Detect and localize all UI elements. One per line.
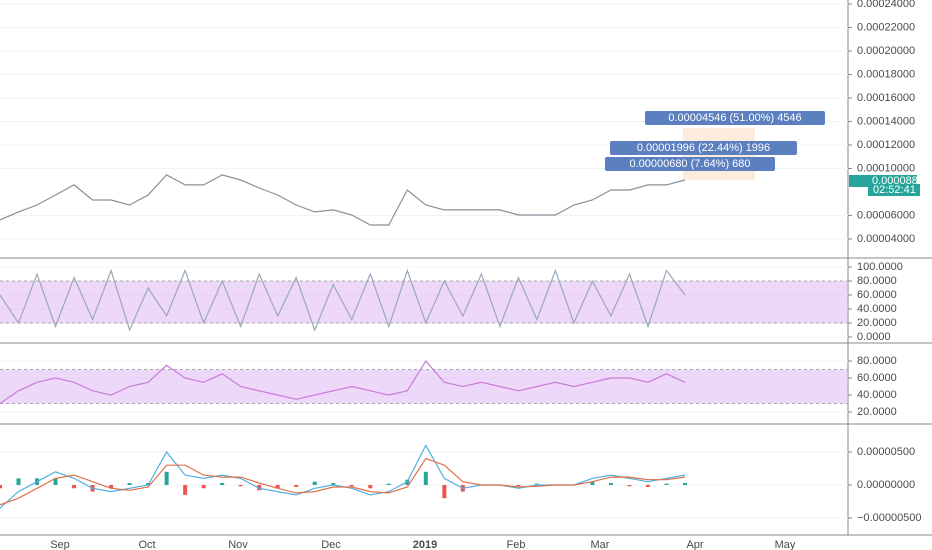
countdown-box	[868, 184, 920, 196]
histogram-bar	[368, 484, 373, 489]
histogram-bar	[183, 484, 188, 495]
x-tick-label: Apr	[686, 539, 703, 550]
measure-label-box	[610, 141, 797, 155]
histogram-bar	[349, 484, 354, 487]
y-tick-label: 0.00010000	[857, 162, 915, 174]
y-tick-label: 20.0000	[857, 317, 897, 329]
y-tick-label: 0.00016000	[857, 92, 915, 104]
measure-label: 0.00004546 (51.00%) 4546	[668, 112, 801, 124]
y-tick-label: 20.0000	[857, 406, 897, 418]
histogram-bar	[386, 483, 391, 485]
y-tick-label: 0.00020000	[857, 45, 915, 57]
current-price: 0.00008896	[872, 175, 930, 187]
series-line	[0, 359, 686, 404]
y-tick-label: 0.00018000	[857, 68, 915, 80]
histogram-bar	[627, 484, 632, 487]
x-tick-label: Nov	[228, 539, 248, 550]
histogram-bar	[294, 484, 299, 487]
y-tick-label: −0.00000500	[857, 512, 922, 524]
histogram-bar	[664, 483, 669, 485]
x-tick-label: May	[775, 539, 796, 550]
y-tick-label: 0.00024000	[857, 0, 915, 10]
histogram-bar	[312, 481, 317, 485]
histogram-bar	[127, 482, 132, 485]
histogram-bar	[164, 471, 169, 485]
y-tick-label: 0.00014000	[857, 115, 915, 127]
x-tick-label: Feb	[507, 539, 526, 550]
histogram-bar	[16, 478, 21, 485]
y-tick-label: 40.0000	[857, 389, 897, 401]
y-tick-label: 0.00004000	[857, 233, 915, 245]
y-tick-label: 0.00022000	[857, 21, 915, 33]
band	[0, 369, 848, 404]
histogram-bar	[53, 478, 58, 485]
y-tick-label: 0.00000500	[857, 446, 915, 458]
histogram-bar	[608, 482, 613, 485]
x-tick-label: Sep	[50, 539, 70, 550]
y-tick-label: 80.0000	[857, 355, 897, 367]
histogram-bar	[238, 484, 243, 487]
x-tick-label: Oct	[138, 539, 155, 550]
x-tick-label: 2019	[413, 539, 437, 550]
histogram-bar	[534, 483, 539, 485]
y-tick-label: 60.0000	[857, 289, 897, 301]
y-tick-label: 100.0000	[857, 261, 903, 273]
histogram-bar	[516, 484, 521, 487]
y-tick-label: 0.00000000	[857, 479, 915, 491]
x-tick-label: Dec	[321, 539, 341, 550]
histogram-bar	[0, 484, 2, 489]
series-line	[0, 174, 686, 226]
histogram-bar	[645, 484, 650, 487]
y-tick-label: 0.0000	[857, 331, 891, 343]
series-line	[0, 457, 686, 506]
measure-label-box	[645, 111, 825, 125]
measure-label-box	[605, 157, 775, 171]
histogram-bar	[275, 484, 280, 489]
histogram-bar	[331, 482, 336, 485]
histogram-bar	[423, 471, 428, 485]
y-tick-label: 80.0000	[857, 275, 897, 287]
histogram-bar	[201, 484, 206, 489]
series-line	[0, 268, 686, 332]
histogram-bar	[109, 484, 114, 489]
x-tick-label: Mar	[591, 539, 610, 550]
y-tick-label: 60.0000	[857, 372, 897, 384]
measure-label: 0.00001996 (22.44%) 1996	[637, 142, 770, 154]
histogram-bar	[590, 481, 595, 485]
y-tick-label: 0.00012000	[857, 139, 915, 151]
histogram-bar	[220, 482, 225, 485]
countdown: 02:52:41	[873, 184, 916, 196]
measure-label: 0.00000680 (7.64%) 680	[629, 158, 750, 170]
y-tick-label: 0.00006000	[857, 209, 915, 221]
y-tick-label: 40.0000	[857, 303, 897, 315]
histogram-bar	[72, 484, 77, 489]
histogram-bar	[442, 484, 447, 499]
histogram-bar	[683, 482, 687, 485]
